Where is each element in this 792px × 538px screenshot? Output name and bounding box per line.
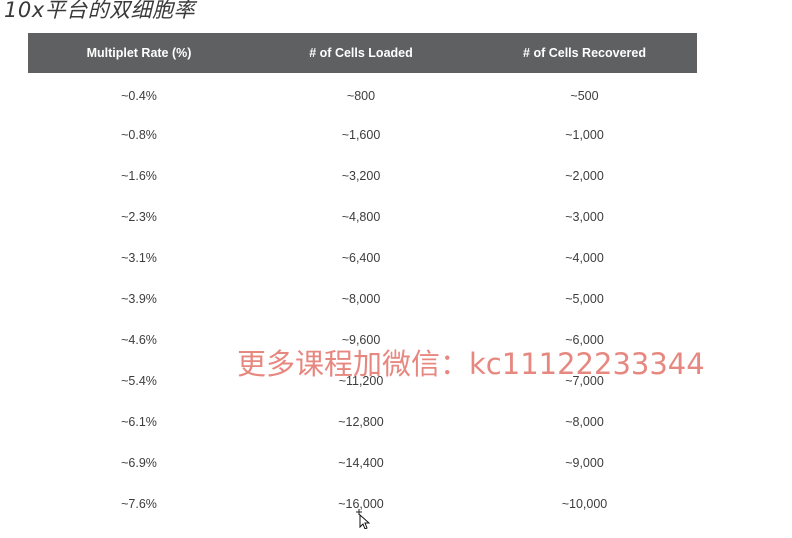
table-row: ~3.9% ~8,000 ~5,000	[28, 278, 697, 319]
cell-cells-loaded: ~11,200	[338, 373, 384, 388]
table-header-row: Multiplet Rate (%) # of Cells Loaded # o…	[28, 33, 697, 73]
page-title: 10x平台的双细胞率	[4, 0, 196, 22]
cell-multiplet-rate: ~3.9%	[121, 291, 157, 306]
cell-cells-loaded: ~16,000	[338, 496, 384, 511]
table-row: ~4.6% ~9,600 ~6,000	[28, 319, 697, 360]
cell-cells-recovered: ~5,000	[565, 291, 604, 306]
cell-multiplet-rate: ~2.3%	[121, 209, 157, 224]
table-row: ~0.4% ~800 ~500	[28, 73, 697, 114]
cell-cells-loaded: ~14,400	[338, 455, 384, 470]
cell-cells-loaded: ~4,800	[341, 209, 381, 224]
cell-multiplet-rate: ~6.9%	[121, 455, 157, 470]
cell-cells-recovered: ~2,000	[565, 168, 604, 183]
multiplet-rate-table-container: Multiplet Rate (%) # of Cells Loaded # o…	[28, 33, 697, 524]
multiplet-rate-table: Multiplet Rate (%) # of Cells Loaded # o…	[28, 33, 697, 524]
cell-cells-loaded: ~12,800	[338, 414, 384, 429]
cell-cells-recovered: ~1,000	[565, 127, 604, 142]
cell-cells-recovered: ~500	[570, 88, 599, 103]
cell-cells-loaded: ~8,000	[341, 291, 381, 306]
cell-multiplet-rate: ~5.4%	[121, 373, 157, 388]
cell-multiplet-rate: ~0.4%	[121, 88, 157, 103]
cell-cells-recovered: ~6,000	[565, 332, 604, 347]
cell-multiplet-rate: ~1.6%	[121, 168, 157, 183]
table-row: ~3.1% ~6,400 ~4,000	[28, 237, 697, 278]
table-row: ~6.1% ~12,800 ~8,000	[28, 401, 697, 442]
header-cells-loaded: # of Cells Loaded	[309, 46, 413, 60]
cell-cells-recovered: ~4,000	[565, 250, 604, 265]
cell-cells-loaded: ~3,200	[341, 168, 381, 183]
table-row: ~2.3% ~4,800 ~3,000	[28, 196, 697, 237]
table-row: ~1.6% ~3,200 ~2,000	[28, 155, 697, 196]
table-row: ~5.4% ~11,200 ~7,000	[28, 360, 697, 401]
cell-cells-loaded: ~1,600	[341, 127, 381, 142]
cell-cells-loaded: ~800	[346, 88, 376, 103]
table-header: Multiplet Rate (%) # of Cells Loaded # o…	[28, 33, 697, 73]
mouse-pointer-icon	[356, 509, 370, 529]
table-body: ~0.4% ~800 ~500 ~0.8% ~1,600 ~1,000 ~1.6% ~3,20…	[28, 73, 697, 524]
table-row: ~7.6% ~16,000 ~10,000	[28, 483, 697, 524]
header-cells-recovered: # of Cells Recovered	[523, 46, 646, 60]
cell-multiplet-rate: ~4.6%	[121, 332, 157, 347]
cell-cells-loaded: ~6,400	[341, 250, 381, 265]
cell-cells-recovered: ~10,000	[561, 496, 608, 511]
table-row: ~0.8% ~1,600 ~1,000	[28, 114, 697, 155]
cell-cells-recovered: ~8,000	[565, 414, 604, 429]
cell-multiplet-rate: ~6.1%	[121, 414, 157, 429]
cell-multiplet-rate: ~3.1%	[121, 250, 157, 265]
cell-multiplet-rate: ~7.6%	[121, 496, 157, 511]
cell-multiplet-rate: ~0.8%	[121, 127, 157, 142]
cell-cells-recovered: ~7,000	[565, 373, 604, 388]
table-row: ~6.9% ~14,400 ~9,000	[28, 442, 697, 483]
cell-cells-recovered: ~9,000	[565, 455, 604, 470]
header-multiplet-rate: Multiplet Rate (%)	[86, 46, 192, 60]
cell-cells-recovered: ~3,000	[565, 209, 604, 224]
cell-cells-loaded: ~9,600	[341, 332, 381, 347]
